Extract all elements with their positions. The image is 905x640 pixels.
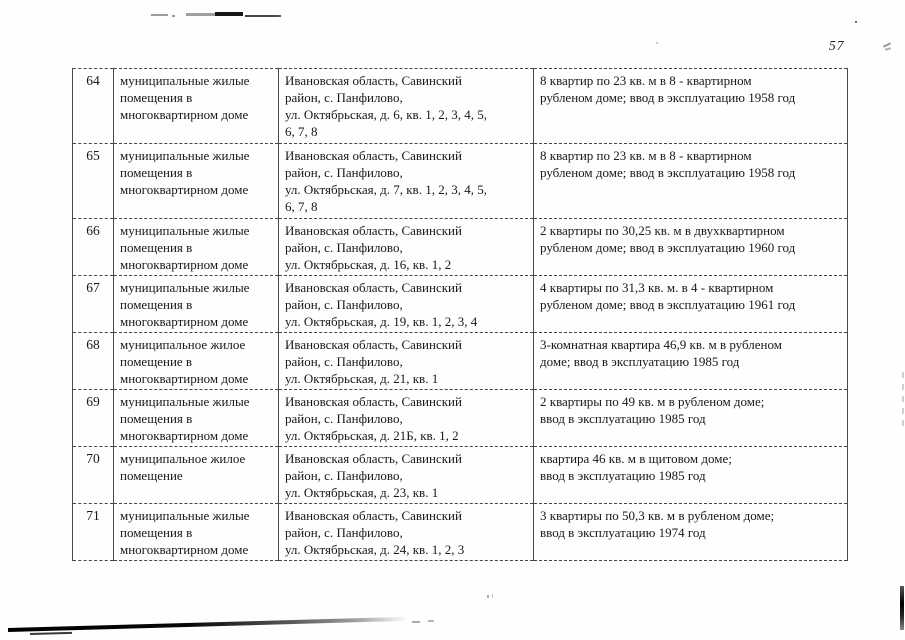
address-cell: Ивановская область, Савинский район, с. … xyxy=(278,446,534,504)
scan-artifact-top-dot xyxy=(172,15,175,17)
table-row: 67 муниципальные жилые помещения в много… xyxy=(72,275,848,333)
scan-artifact-top-line-dark xyxy=(215,12,243,16)
details-cell: 8 квартир по 23 кв. м в 8 - квартирном р… xyxy=(533,143,848,219)
row-number-cell: 71 xyxy=(72,503,114,561)
table-row: 71 муниципальные жилые помещения в много… xyxy=(72,503,848,561)
scan-artifact-edge-bar xyxy=(900,586,904,630)
address-cell: Ивановская область, Савинский район, с. … xyxy=(278,218,534,276)
scan-artifact-dash xyxy=(412,621,420,623)
table-row: 69 муниципальные жилые помещения в много… xyxy=(72,389,848,447)
details-cell: 3 квартиры по 50,3 кв. м в рубленом доме… xyxy=(533,503,848,561)
property-type-cell: муниципальные жилые помещения в многоква… xyxy=(113,389,279,447)
address-cell: Ивановская область, Савинский район, с. … xyxy=(278,332,534,390)
table-row: 65 муниципальные жилые помещения в много… xyxy=(72,143,848,219)
details-cell: квартира 46 кв. м в щитовом доме; ввод в… xyxy=(533,446,848,504)
page-number: 57 xyxy=(829,38,845,53)
property-registry-table: 64 муниципальные жилые помещения в много… xyxy=(72,68,848,561)
property-type-cell: муниципальное жилое помещение xyxy=(113,446,279,504)
scan-artifact-dash xyxy=(428,620,434,622)
scan-artifact-speck xyxy=(487,595,489,598)
details-cell: 8 квартир по 23 кв. м в 8 - квартирном р… xyxy=(533,68,848,144)
row-number-cell: 66 xyxy=(72,218,114,276)
row-number-cell: 70 xyxy=(72,446,114,504)
details-cell: 3-комнатная квартира 46,9 кв. м в рублен… xyxy=(533,332,848,390)
details-cell: 2 квартиры по 49 кв. м в рубленом доме; … xyxy=(533,389,848,447)
row-number-cell: 64 xyxy=(72,68,114,144)
address-cell: Ивановская область, Савинский район, с. … xyxy=(278,68,534,144)
property-type-cell: муниципальные жилые помещения в многоква… xyxy=(113,68,279,144)
row-number-cell: 69 xyxy=(72,389,114,447)
scan-artifact-speck xyxy=(656,42,658,44)
address-cell: Ивановская область, Савинский район, с. … xyxy=(278,275,534,333)
row-number-cell: 67 xyxy=(72,275,114,333)
scan-artifact-bottom-streak xyxy=(29,631,73,635)
scan-artifact-dot xyxy=(855,21,857,23)
row-number-cell: 65 xyxy=(72,143,114,219)
row-number-cell: 68 xyxy=(72,332,114,390)
property-type-cell: муниципальные жилые помещения в многоква… xyxy=(113,143,279,219)
details-cell: 2 квартиры по 30,25 кв. м в двухквартирн… xyxy=(533,218,848,276)
scan-artifact-edge-line xyxy=(902,372,904,432)
table-row: 64 муниципальные жилые помещения в много… xyxy=(72,68,848,144)
details-cell: 4 квартиры по 31,3 кв. м. в 4 - квартирн… xyxy=(533,275,848,333)
table-row: 70 муниципальное жилое помещение Ивановс… xyxy=(72,446,848,504)
property-type-cell: муниципальные жилые помещения в многоква… xyxy=(113,275,279,333)
scan-artifact-squiggle xyxy=(884,47,892,51)
property-type-cell: муниципальное жилое помещение в многоква… xyxy=(113,332,279,390)
table-row: 68 муниципальное жилое помещение в много… xyxy=(72,332,848,390)
scan-artifact-bottom-streak xyxy=(7,616,408,632)
scan-artifact-speck xyxy=(492,594,493,598)
table-body: 64 муниципальные жилые помещения в много… xyxy=(72,68,848,561)
address-cell: Ивановская область, Савинский район, с. … xyxy=(278,503,534,561)
scan-artifact-top-line xyxy=(186,13,215,16)
property-type-cell: муниципальные жилые помещения в многоква… xyxy=(113,503,279,561)
scan-artifact-top-dash xyxy=(151,14,168,16)
table-row: 66 муниципальные жилые помещения в много… xyxy=(72,218,848,276)
property-type-cell: муниципальные жилые помещения в многоква… xyxy=(113,218,279,276)
address-cell: Ивановская область, Савинский район, с. … xyxy=(278,143,534,219)
address-cell: Ивановская область, Савинский район, с. … xyxy=(278,389,534,447)
scan-artifact-squiggle xyxy=(882,42,892,48)
